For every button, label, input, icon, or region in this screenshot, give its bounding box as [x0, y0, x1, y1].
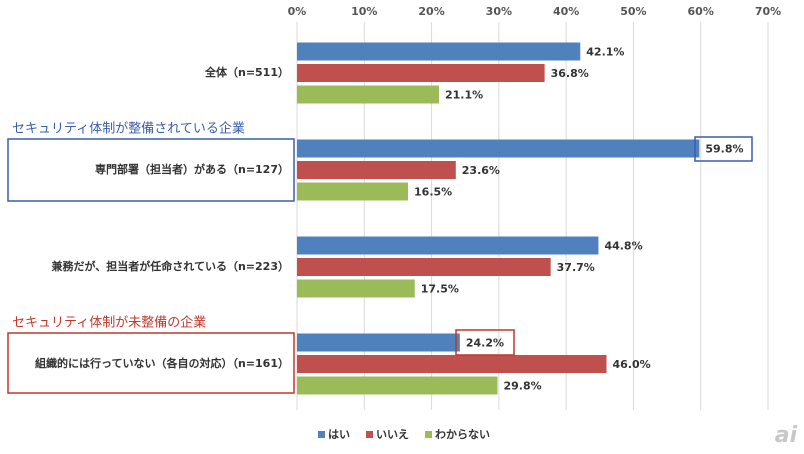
- value-label: 44.8%: [604, 240, 642, 253]
- bar: [297, 42, 581, 61]
- x-tick-label: 0%: [288, 5, 307, 18]
- legend-swatch: [318, 431, 325, 438]
- value-label: 42.1%: [586, 46, 624, 59]
- highlight-box: [7, 332, 295, 394]
- x-tick-label: 60%: [688, 5, 714, 18]
- value-label: 46.0%: [613, 358, 651, 371]
- x-tick-label: 70%: [755, 5, 781, 18]
- bar: [297, 376, 498, 395]
- category-label: 組織的には行っていない（各自の対応）（n=161）: [35, 356, 289, 370]
- bar: [297, 355, 607, 373]
- x-tick-label: 20%: [418, 5, 444, 18]
- bar: [297, 236, 599, 255]
- highlight-box: [694, 136, 753, 162]
- value-label: 29.8%: [504, 380, 542, 393]
- legend-swatch: [366, 431, 373, 438]
- bar: [297, 279, 415, 298]
- value-label: 23.6%: [462, 164, 500, 177]
- value-label: 24.2%: [466, 337, 504, 350]
- x-tick-label: 40%: [553, 5, 579, 18]
- category-label: 専門部署（担当者）がある（n=127）: [95, 162, 289, 176]
- x-tick-label: 10%: [351, 5, 377, 18]
- highlight-box: [7, 138, 295, 202]
- value-label: 16.5%: [414, 186, 452, 199]
- bar: [297, 139, 700, 158]
- bar: [297, 258, 551, 276]
- x-tick-label: 50%: [620, 5, 646, 18]
- bar: [297, 161, 456, 179]
- section-title: セキュリティ体制が整備されている企業: [12, 121, 245, 137]
- value-label: 36.8%: [551, 67, 589, 80]
- category-label: 兼務だが、担当者が任命されている（n=223）: [52, 259, 289, 273]
- category-label: 全体（n=511）: [204, 65, 289, 79]
- bar: [297, 85, 439, 104]
- section-title: セキュリティ体制が未整備の企業: [12, 315, 206, 331]
- x-tick-label: 30%: [486, 5, 512, 18]
- legend-label: はい: [328, 428, 350, 441]
- legend-label: いいえ: [376, 428, 409, 441]
- legend-label: わからない: [435, 428, 490, 441]
- value-label: 21.1%: [445, 89, 483, 102]
- legend-swatch: [425, 431, 432, 438]
- value-label: 59.8%: [705, 143, 743, 156]
- logo: ai: [775, 423, 798, 448]
- bar: [297, 333, 460, 352]
- bar: [297, 182, 409, 201]
- value-label: 37.7%: [557, 261, 595, 274]
- value-label: 17.5%: [421, 283, 459, 296]
- highlight-box: [455, 329, 515, 356]
- bar: [297, 64, 545, 82]
